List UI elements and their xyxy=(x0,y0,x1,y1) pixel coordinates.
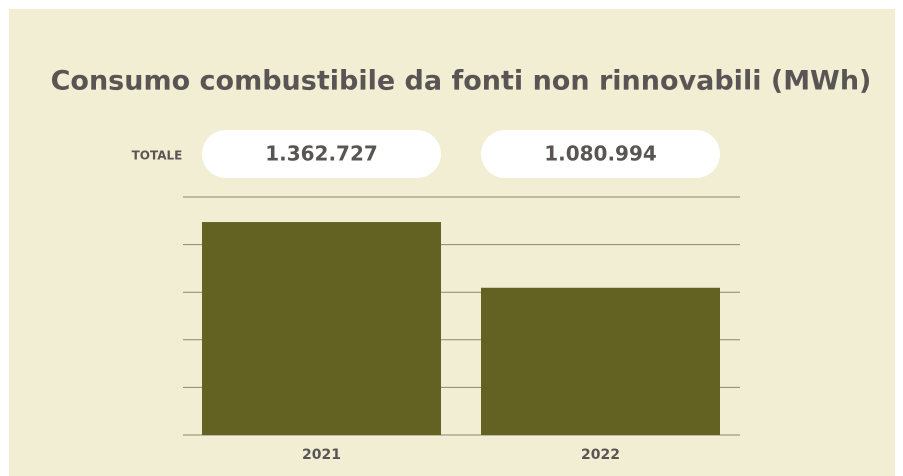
x-tick-label: 2021 xyxy=(302,447,341,463)
value-pill xyxy=(481,130,720,178)
x-tick-label: 2022 xyxy=(581,447,620,463)
value-label: 1.080.994 xyxy=(544,142,657,166)
bar xyxy=(481,287,720,435)
value-label: 1.362.727 xyxy=(265,142,378,166)
bar xyxy=(202,222,441,435)
value-pill xyxy=(202,130,441,178)
chart-title: Consumo combustibile da fonti non rinnov… xyxy=(51,66,872,97)
panel xyxy=(9,9,895,476)
total-label: TOTALE xyxy=(132,149,183,163)
